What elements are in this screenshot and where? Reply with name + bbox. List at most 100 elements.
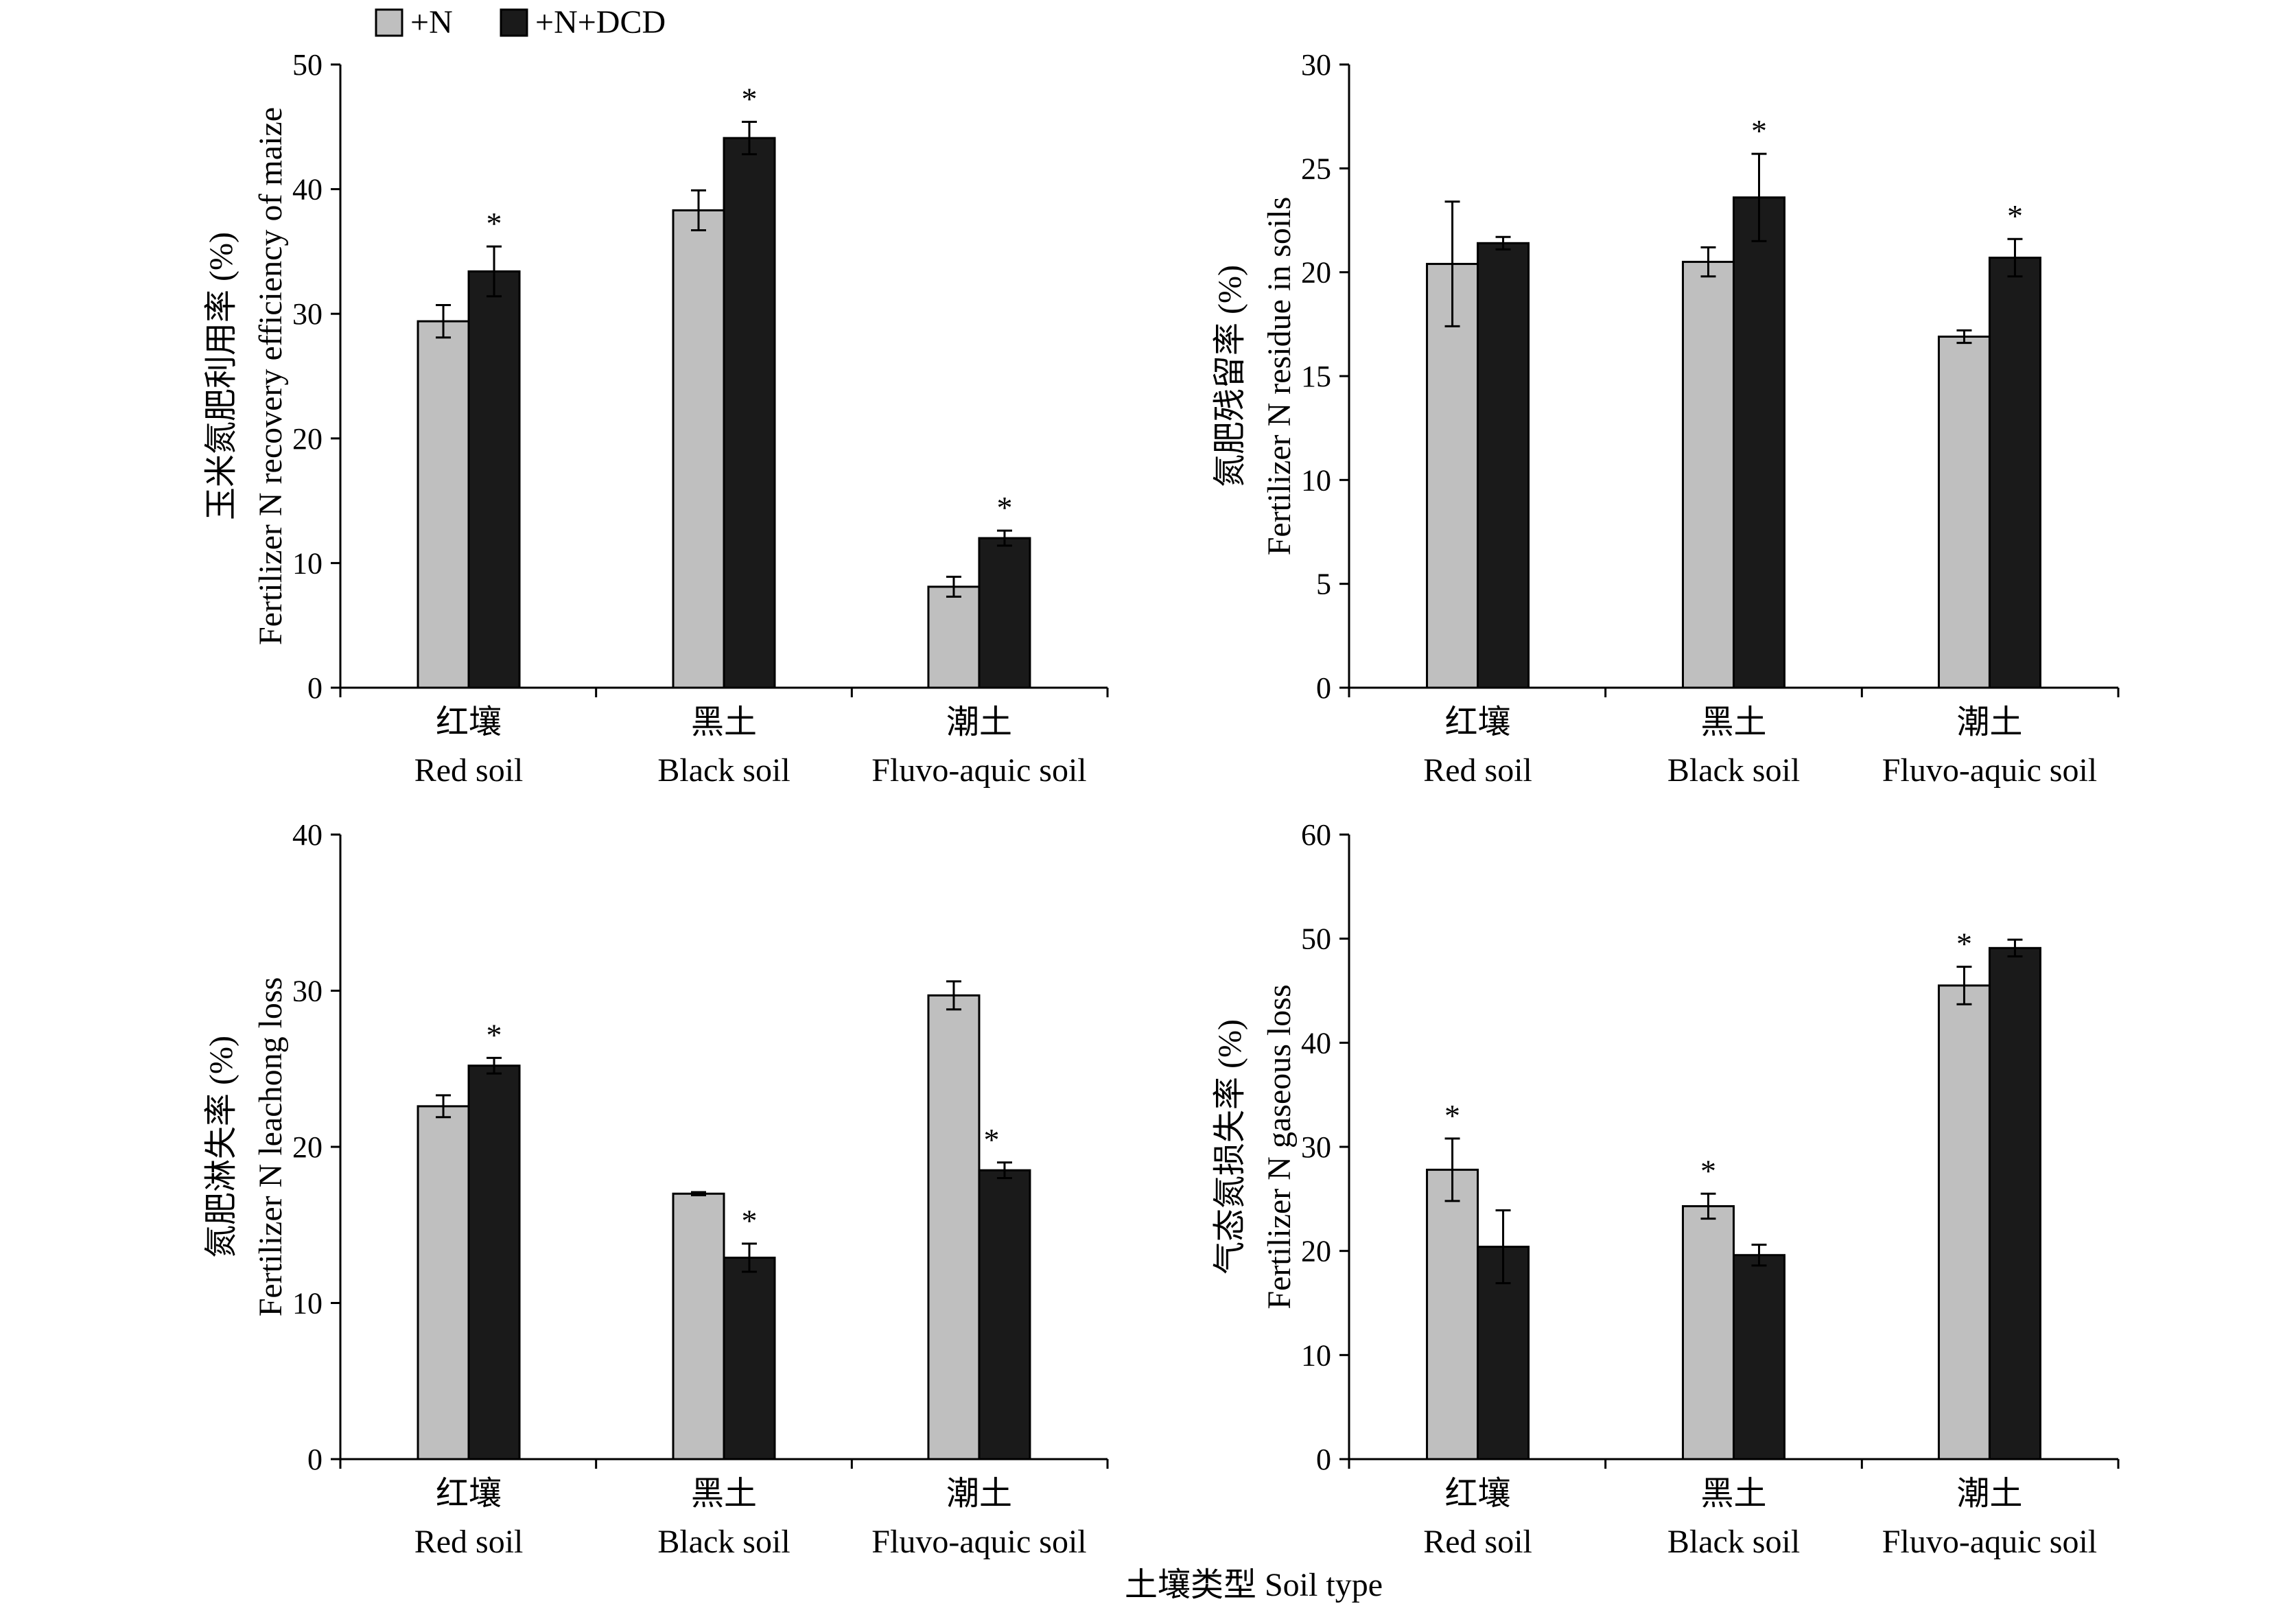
y-tick-label: 20: [292, 1130, 323, 1164]
y-tick-label: 10: [1301, 463, 1331, 497]
significance-marker: *: [983, 1122, 999, 1157]
significance-marker: *: [1444, 1098, 1460, 1133]
y-axis-title-en: Fertilizer N gaseous loss: [1261, 984, 1298, 1309]
significance-marker: *: [1751, 113, 1767, 148]
y-tick-label: 5: [1316, 568, 1331, 601]
y-tick-label: 40: [292, 818, 323, 852]
bar-n-fluvo-aquic-soil: [927, 585, 981, 689]
y-axis-title-zh: 玉米氮肥利用率 (%): [203, 232, 239, 520]
legend: +N +N+DCD: [375, 4, 666, 40]
significance-marker: *: [742, 1203, 758, 1238]
bar-n-dcd-red-soil: [467, 270, 521, 689]
panel-n-residue-in-soils: 0 5 10 15 20 25 30 红壤 Red soil 黑土 Black soil 潮土 Fluv…: [1212, 48, 2120, 789]
category-label-zh: 潮土: [946, 1476, 1012, 1512]
y-tick-label: 10: [1301, 1338, 1331, 1372]
category-label-en: Red soil: [414, 752, 524, 789]
y-tick-label: 60: [1301, 818, 1331, 852]
y-tick-label: 20: [1301, 1235, 1331, 1268]
significance-marker: *: [487, 1017, 502, 1052]
bar-n-fluvo-aquic-soil: [1937, 335, 1991, 689]
bar-n-dcd-black-soil: [1733, 1254, 1785, 1460]
bar-n-dcd-red-soil: [1477, 242, 1530, 689]
bar-n-dcd-red-soil: [467, 1064, 521, 1460]
y-axis-title-zh: 气态氮损失率 (%): [1212, 1019, 1248, 1275]
significance-marker: *: [2007, 198, 2023, 233]
panel-n-gaseous-loss: 0 10 20 30 40 50 60 红壤 Red soil 黑土 Black soil 潮土 Flu…: [1212, 818, 2120, 1560]
y-tick-label: 30: [1301, 48, 1331, 82]
y-tick-label: 10: [292, 546, 323, 580]
category-label-en: Red soil: [414, 1524, 524, 1560]
bar-n-red-soil: [1426, 1168, 1479, 1460]
legend-swatch-n: [375, 8, 403, 37]
bar-n-dcd-fluvo-aquic-soil: [978, 1169, 1031, 1460]
y-axis-title-en: Fertilizer N leachong loss: [253, 977, 289, 1317]
category-label-zh: 潮土: [946, 704, 1012, 741]
category-label-en: Fluvo-aquic soil: [1882, 752, 2097, 789]
category-label-zh: 黑土: [1700, 704, 1766, 741]
category-label-en: Red soil: [1423, 1524, 1532, 1560]
y-tick-label: 40: [1301, 1026, 1331, 1060]
category-label-zh: 红壤: [1445, 704, 1511, 741]
y-axis-title-en: Fertilizer N recovery efficiency of maiz…: [253, 107, 289, 645]
category-label-en: Black soil: [657, 752, 790, 789]
panel-n-leaching-loss: 0 10 20 30 40 红壤 Red soil 黑土 Black soil 潮土 Fluvo-a…: [203, 818, 1109, 1560]
category-label-en: Fluvo-aquic soil: [871, 752, 1086, 789]
y-tick-label: 30: [1301, 1130, 1331, 1164]
bar-n-dcd-black-soil: [1733, 196, 1785, 689]
bar-n-black-soil: [672, 1192, 725, 1460]
significance-marker: *: [742, 82, 758, 117]
bar-n-black-soil: [1682, 1204, 1735, 1460]
category-label-en: Red soil: [1423, 752, 1532, 789]
y-tick-label: 50: [292, 48, 323, 82]
y-tick-label: 0: [307, 671, 323, 705]
category-label-zh: 红壤: [436, 704, 502, 741]
x-axis-title: 土壤类型 Soil type: [1125, 1567, 1383, 1603]
category-label-en: Black soil: [1667, 752, 1800, 789]
y-tick-label: 40: [292, 173, 323, 207]
category-label-zh: 潮土: [1956, 1476, 2022, 1512]
bar-n-black-soil: [672, 209, 725, 689]
y-tick-label: 20: [1301, 256, 1331, 290]
category-label-en: Black soil: [657, 1524, 790, 1560]
y-axis-title-zh: 氮肥淋失率 (%): [203, 1036, 239, 1258]
y-tick-label: 0: [1316, 671, 1331, 705]
y-tick-label: 30: [292, 975, 323, 1008]
significance-marker: *: [1700, 1153, 1716, 1188]
panel-n-recovery-efficiency: 0 10 20 30 40 50 红壤 Red soil 黑土 Black soil 潮土 Fluvo…: [203, 48, 1109, 789]
bar-n-dcd-black-soil: [723, 1257, 776, 1460]
bar-n-red-soil: [417, 320, 470, 689]
category-label-zh: 红壤: [436, 1476, 502, 1512]
y-tick-label: 0: [307, 1443, 323, 1476]
y-tick-label: 30: [292, 297, 323, 331]
y-tick-label: 15: [1301, 360, 1331, 393]
bar-n-dcd-black-soil: [723, 137, 776, 689]
bar-n-red-soil: [1426, 263, 1479, 689]
bar-n-dcd-fluvo-aquic-soil: [1988, 256, 2041, 689]
legend-label-n-dcd: +N+DCD: [535, 4, 666, 40]
y-tick-label: 25: [1301, 152, 1331, 185]
significance-marker: *: [996, 490, 1012, 525]
bar-n-black-soil: [1682, 261, 1735, 689]
bar-n-dcd-fluvo-aquic-soil: [978, 537, 1031, 689]
y-tick-label: 10: [292, 1287, 323, 1320]
legend-swatch-n-dcd: [500, 8, 528, 37]
bar-n-dcd-fluvo-aquic-soil: [1988, 946, 2041, 1460]
significance-marker: *: [487, 206, 502, 241]
bar-n-fluvo-aquic-soil: [1937, 984, 1991, 1460]
y-tick-label: 50: [1301, 922, 1331, 956]
category-label-en: Black soil: [1667, 1524, 1800, 1560]
category-label-en: Fluvo-aquic soil: [1882, 1524, 2097, 1560]
bar-n-red-soil: [417, 1105, 470, 1460]
category-label-zh: 黑土: [691, 704, 757, 741]
category-label-zh: 潮土: [1956, 704, 2022, 741]
category-label-zh: 黑土: [691, 1476, 757, 1512]
category-label-zh: 黑土: [1700, 1476, 1766, 1512]
y-tick-label: 20: [292, 422, 323, 456]
y-axis-title-en: Fertilizer N residue in soils: [1261, 197, 1298, 556]
category-label-zh: 红壤: [1445, 1476, 1511, 1512]
y-axis-title-zh: 氮肥残留率 (%): [1212, 265, 1248, 487]
bar-n-fluvo-aquic-soil: [927, 994, 981, 1460]
y-tick-label: 0: [1316, 1443, 1331, 1476]
legend-label-n: +N: [410, 4, 453, 40]
